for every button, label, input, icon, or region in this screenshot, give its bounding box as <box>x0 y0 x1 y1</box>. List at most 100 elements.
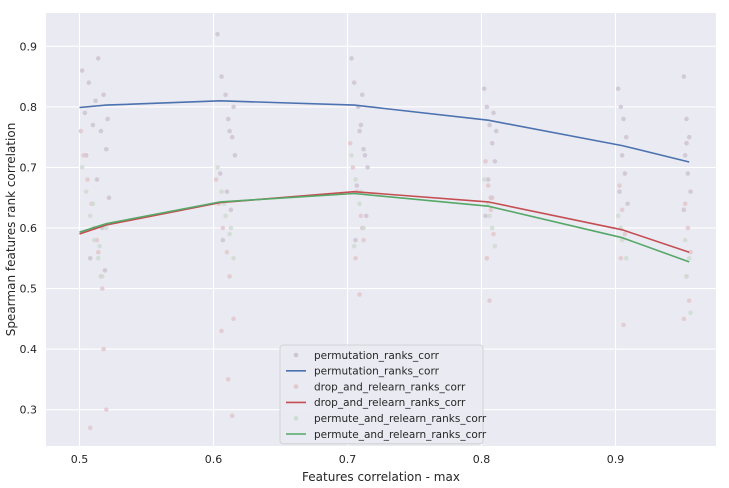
scatter-point <box>618 104 624 110</box>
legend-box <box>279 344 484 445</box>
scatter-point <box>79 165 85 170</box>
scatter-point <box>102 268 108 273</box>
scatter-point <box>622 171 628 176</box>
y-tick-label: 0.6 <box>20 222 38 235</box>
scatter-point <box>489 225 495 231</box>
scatter-point <box>223 213 228 219</box>
scatter-point <box>615 86 621 91</box>
scatter-point <box>484 104 490 110</box>
scatter-point <box>229 134 235 140</box>
legend-label: drop_and_relearn_ranks_corr <box>314 381 466 393</box>
scatter-point <box>684 274 689 279</box>
scatter-point <box>231 255 236 261</box>
scatter-point <box>229 413 235 419</box>
scatter-point <box>220 225 226 231</box>
scatter-point <box>487 298 492 303</box>
y-tick-label: 0.5 <box>20 283 38 296</box>
scatter-point <box>619 153 625 158</box>
scatter-point <box>104 146 109 152</box>
scatter-point <box>350 165 356 170</box>
scatter-point <box>361 146 366 152</box>
series-line <box>79 192 690 263</box>
scatter-point <box>682 153 688 158</box>
scatter-point <box>104 225 109 231</box>
scatter-point <box>618 255 624 261</box>
scatter-point <box>492 243 498 249</box>
scatter-point <box>681 207 687 213</box>
scatter-point <box>685 171 691 176</box>
scatter-point <box>106 195 112 201</box>
scatter-point <box>487 213 492 219</box>
scatter-point <box>81 153 86 158</box>
scatter-point <box>94 177 100 182</box>
scatter-point <box>224 249 230 255</box>
scatter-point <box>685 225 691 231</box>
scatter-point <box>686 255 692 261</box>
legend-label: permute_and_relearn_ranks_corr <box>314 413 487 425</box>
scatter-point <box>492 159 498 164</box>
scatter-point <box>353 255 358 261</box>
scatter-point <box>487 122 492 128</box>
scatter-point <box>105 116 110 122</box>
scatter-point <box>78 128 84 134</box>
scatter-point <box>225 377 231 382</box>
scatter-point <box>623 255 629 261</box>
scatter-point <box>349 153 354 158</box>
scatter-point <box>681 74 687 79</box>
scatter-point <box>227 274 232 279</box>
legend-label: drop_and_relearn_ranks_corr <box>314 397 466 409</box>
scatter-point <box>219 74 224 79</box>
legend-marker <box>293 352 299 358</box>
y-axis-label: Spearman features rank correlation <box>4 123 18 337</box>
scatter-point <box>101 92 106 98</box>
scatter-point <box>228 207 234 213</box>
scatter-point <box>621 322 626 328</box>
scatter-point <box>85 177 90 182</box>
scatter-point <box>489 140 495 146</box>
scatter-point <box>688 249 693 255</box>
scatter-point <box>351 243 357 249</box>
scatter-point <box>484 255 490 261</box>
scatter-point <box>622 231 628 237</box>
scatter-point <box>623 134 629 140</box>
scatter-point <box>684 140 689 146</box>
x-tick-label: 0.8 <box>473 453 491 466</box>
scatter-point <box>95 255 101 261</box>
scatter-point <box>213 177 219 182</box>
scatter-point <box>361 225 366 231</box>
scatter-point <box>82 110 88 116</box>
scatter-point <box>95 249 101 255</box>
scatter-point <box>215 31 220 37</box>
scatter-point <box>101 346 106 352</box>
scatter-point <box>95 56 101 61</box>
scatter-point <box>104 407 109 412</box>
x-tick-labels: 0.5 0.6 0.7 0.8 0.9 <box>71 453 625 466</box>
scatter-point <box>481 177 487 182</box>
scatter-point <box>485 183 491 188</box>
scatter-point <box>219 328 224 334</box>
scatter-point <box>351 80 357 85</box>
scatter-point <box>362 153 368 158</box>
scatter-point <box>220 237 226 243</box>
scatter-point <box>488 207 494 213</box>
grid-lines <box>46 13 716 446</box>
scatter-point <box>485 177 491 182</box>
y-tick-label: 0.3 <box>20 404 38 417</box>
scatter-point <box>483 159 488 164</box>
series-line <box>79 190 690 253</box>
scatter-point <box>227 128 232 134</box>
scatter-point <box>231 104 236 110</box>
scatter-point <box>223 92 228 98</box>
scatter-point <box>353 237 358 243</box>
scatter-point <box>232 153 238 158</box>
scatter-point <box>617 183 622 188</box>
scatter-point <box>353 177 358 182</box>
y-tick-label: 0.4 <box>20 343 38 356</box>
scatter-point <box>228 225 234 231</box>
scatter-point <box>688 189 693 194</box>
scatter-point <box>481 86 487 91</box>
legend-label: permute_and_relearn_ranks_corr <box>314 429 487 441</box>
scatter-point <box>99 274 105 279</box>
scatter-point <box>681 316 687 322</box>
